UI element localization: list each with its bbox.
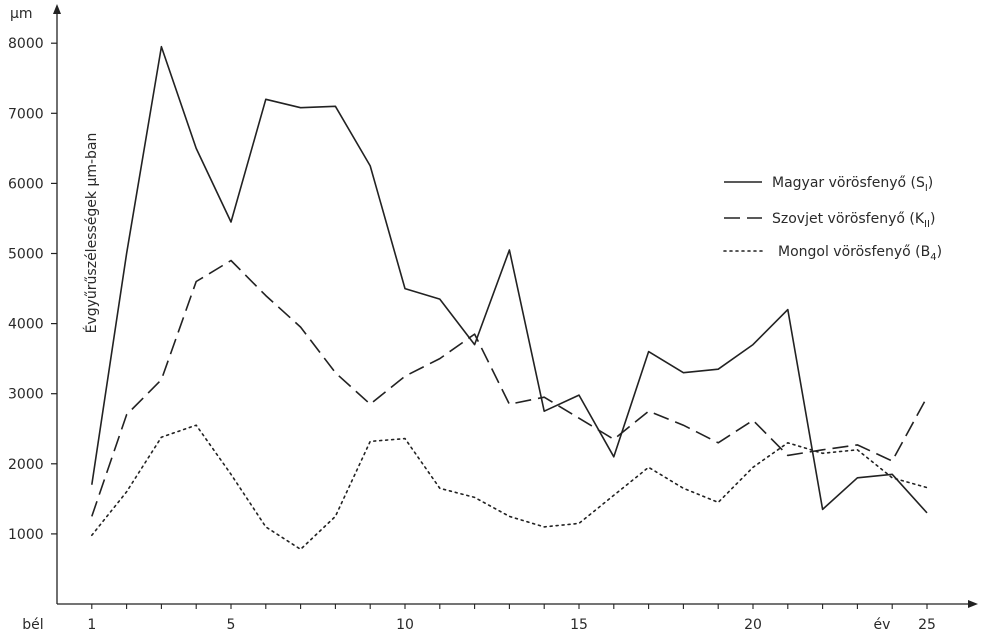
axes (51, 4, 978, 609)
y-axis-arrow (53, 4, 61, 14)
y-tick-label: 7000 (8, 106, 44, 122)
x-tick-label: 25 (918, 617, 936, 633)
x-tick-label: 15 (570, 617, 588, 633)
y-tick-label: 6000 (8, 176, 44, 192)
series-lines (91, 45, 928, 551)
legend: Magyar vörösfenyő (SI) Szovjet vörösfenyő… (723, 175, 942, 263)
x-tick-label: 20 (744, 617, 762, 633)
y-tick-label: 3000 (8, 387, 44, 403)
x-tick-label: 10 (396, 617, 414, 633)
y-axis-title: Évgyűrűszélességek µm-ban (83, 133, 100, 334)
legend-label-1: Magyar vörösfenyő (SI) (772, 175, 933, 194)
y-tick-label: 4000 (8, 317, 44, 333)
x-origin-label: bél (22, 617, 43, 633)
y-unit-label: µm (10, 6, 33, 22)
y-tick-label: 5000 (8, 247, 44, 263)
legend-label-2: Szovjet vörösfenyő (KII) (772, 211, 935, 230)
y-tick-label: 1000 (8, 527, 44, 543)
x-axis-arrow (968, 600, 978, 608)
series-line-1 (91, 45, 928, 514)
series-line-2 (91, 259, 928, 517)
series-line-3 (91, 424, 928, 551)
x-unit-label: év (874, 617, 891, 633)
x-tick-label: 5 (227, 617, 236, 633)
x-tick-label: 1 (87, 617, 96, 633)
legend-label-3: Mongol vörösfenyő (B4) (778, 244, 942, 263)
y-tick-label: 2000 (8, 457, 44, 473)
y-tick-label: 8000 (8, 36, 44, 52)
